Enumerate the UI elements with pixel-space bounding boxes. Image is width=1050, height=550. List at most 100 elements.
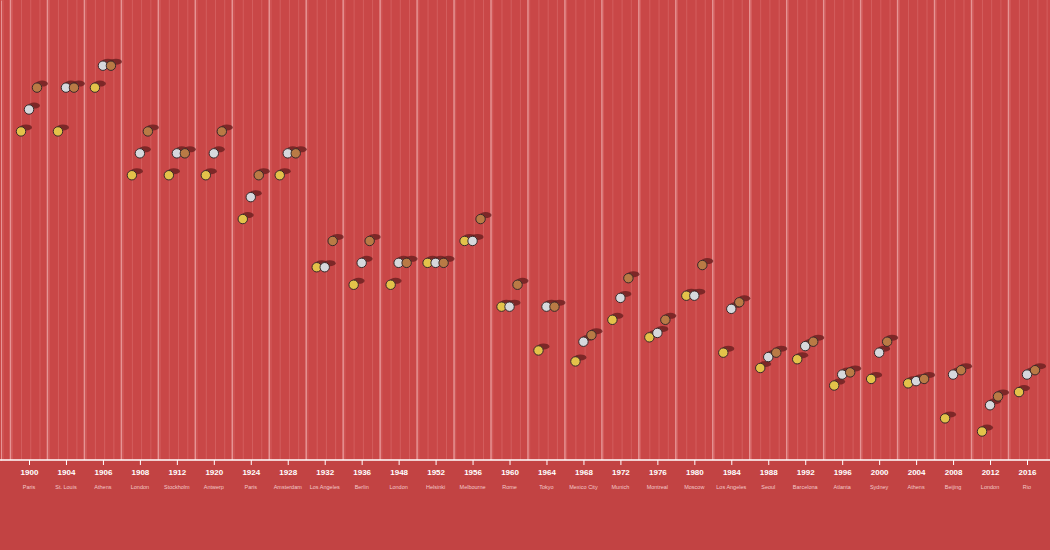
runner (793, 352, 809, 364)
lane-line (899, 0, 900, 460)
lane-line (1037, 0, 1038, 460)
x-tick-mark (140, 460, 141, 465)
runner (829, 379, 845, 391)
runner (513, 278, 529, 290)
x-tick: 1988 (760, 460, 778, 477)
lane-line (677, 0, 678, 460)
city-label: Antwerp (204, 484, 224, 490)
lane-line (400, 0, 401, 460)
x-tick-mark (362, 460, 363, 465)
y-axis-line (1, 1, 2, 461)
x-tick-mark (805, 460, 806, 465)
lane-divider (490, 0, 492, 460)
runner-marker (254, 171, 263, 180)
x-tick-mark (731, 460, 732, 465)
x-tick-mark (473, 460, 474, 465)
runner-marker (16, 127, 25, 136)
runner-marker (365, 236, 374, 245)
runner (254, 168, 270, 180)
lane-line (973, 0, 974, 460)
x-tick-label: 1928 (279, 468, 297, 477)
runner (439, 256, 455, 268)
runner (661, 313, 677, 325)
lane-line (520, 0, 521, 460)
runner-marker (164, 171, 173, 180)
runner (653, 326, 669, 338)
lane-divider (84, 0, 86, 460)
lane-line (169, 0, 170, 460)
x-tick-label: 1908 (131, 468, 149, 477)
runner (608, 313, 624, 325)
x-tick-label: 1980 (686, 468, 704, 477)
runner-marker (180, 149, 189, 158)
lane-line (418, 0, 419, 460)
lane-line (58, 0, 59, 460)
x-tick-label: 1948 (390, 468, 408, 477)
series (32, 59, 1046, 401)
lane-line (880, 0, 881, 460)
x-tick: 2008 (945, 460, 963, 477)
runner-marker (69, 83, 78, 92)
runner (616, 291, 632, 303)
runner-marker (845, 368, 854, 377)
x-tick: 1912 (168, 460, 186, 477)
runner (719, 346, 735, 358)
runner-marker (882, 337, 891, 346)
x-tick-label: 2012 (982, 468, 1000, 477)
lane-line (834, 0, 835, 460)
runner (977, 425, 993, 437)
x-tick: 1964 (538, 460, 556, 477)
x-tick-label: 1904 (58, 468, 76, 477)
runner (940, 411, 956, 423)
lane-line (335, 0, 336, 460)
lane-divider (786, 0, 788, 460)
runner (365, 234, 381, 246)
runner (1030, 363, 1046, 375)
x-tick: 1932 (316, 460, 334, 477)
runner-marker (439, 258, 448, 267)
runner (238, 212, 254, 224)
lane-line (501, 0, 502, 460)
x-tick-label: 1984 (723, 468, 741, 477)
runner-marker (874, 348, 883, 357)
lane-line (843, 0, 844, 460)
lane-line (862, 0, 863, 460)
city-label: Rio (1023, 484, 1031, 490)
lane-line (927, 0, 928, 460)
x-tick: 1900 (21, 460, 39, 477)
runner-marker (291, 149, 300, 158)
city-label: Sydney (870, 484, 889, 490)
runner-marker (608, 315, 617, 324)
lane-line (1047, 0, 1048, 460)
lane-line (76, 0, 77, 460)
lane-line (1010, 0, 1011, 460)
x-tick-mark (66, 460, 67, 465)
lane-line (603, 0, 604, 460)
runner-marker (246, 192, 255, 201)
lane-line (511, 0, 512, 460)
runner-marker (829, 381, 838, 390)
city-label: London (981, 484, 999, 490)
lane-divider (564, 0, 566, 460)
city-label: Montreal (647, 484, 668, 490)
series (24, 59, 1038, 410)
lane-line (714, 0, 715, 460)
x-tick-mark (177, 460, 178, 465)
x-tick: 1904 (58, 460, 76, 477)
lane-line (649, 0, 650, 460)
lane-line (224, 0, 225, 460)
lane-line (991, 0, 992, 460)
x-tick: 1968 (575, 460, 593, 477)
x-tick: 1924 (242, 460, 260, 477)
lane-line (982, 0, 983, 460)
runner-marker (550, 302, 559, 311)
runner-marker (320, 263, 329, 272)
runner (874, 346, 890, 358)
track-apron (0, 460, 1050, 550)
runner (690, 289, 706, 301)
lane-line (631, 0, 632, 460)
runner (587, 328, 603, 340)
x-tick: 1976 (649, 460, 667, 477)
runner-marker (698, 260, 707, 269)
lane-line (280, 0, 281, 460)
